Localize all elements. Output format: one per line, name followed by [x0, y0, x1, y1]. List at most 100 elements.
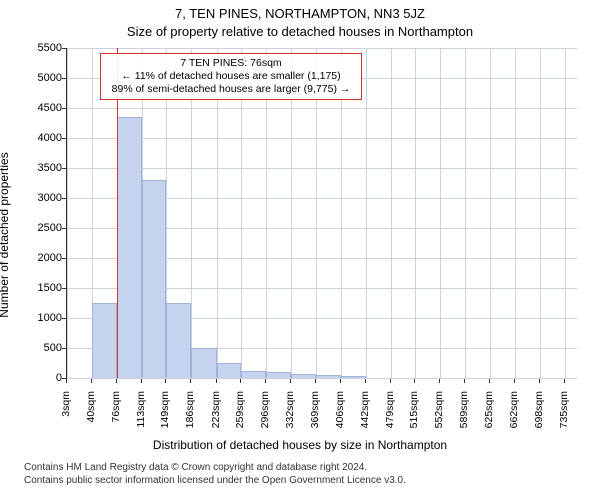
grid-line-v [540, 48, 541, 378]
histogram-bar [92, 303, 116, 378]
annotation-line1: 7 TEN PINES: 76sqm [107, 57, 355, 70]
y-tick-mark [62, 318, 66, 319]
x-tick-label: 113sqm [135, 391, 147, 441]
attribution-line1: Contains HM Land Registry data © Crown c… [24, 462, 406, 475]
x-tick-mark [116, 379, 117, 383]
grid-line-v [391, 48, 392, 378]
x-tick-mark [414, 379, 415, 383]
annotation-box: 7 TEN PINES: 76sqm ← 11% of detached hou… [100, 53, 362, 100]
x-tick-label: 40sqm [85, 391, 97, 441]
y-tick-mark [62, 108, 66, 109]
grid-line-v [440, 48, 441, 378]
grid-line-h [67, 48, 577, 49]
y-axis-label: Number of detached properties [0, 70, 11, 235]
histogram-bar [266, 372, 290, 378]
x-tick-mark [365, 379, 366, 383]
chart-container: 7, TEN PINES, NORTHAMPTON, NN3 5JZ Size … [0, 0, 600, 500]
chart-title-line1: 7, TEN PINES, NORTHAMPTON, NN3 5JZ [0, 6, 600, 21]
x-tick-label: 76sqm [110, 391, 122, 441]
y-tick-label: 3000 [12, 192, 62, 204]
y-tick-label: 0 [12, 372, 62, 384]
x-tick-label: 223sqm [210, 391, 222, 441]
x-tick-mark [265, 379, 266, 383]
grid-line-v [366, 48, 367, 378]
y-tick-label: 500 [12, 342, 62, 354]
grid-line-v [565, 48, 566, 378]
x-tick-mark [489, 379, 490, 383]
x-tick-label: 149sqm [159, 391, 171, 441]
histogram-bar [241, 371, 266, 379]
y-tick-label: 5000 [12, 72, 62, 84]
y-tick-mark [62, 198, 66, 199]
grid-line-v [415, 48, 416, 378]
x-tick-mark [564, 379, 565, 383]
x-tick-label: 479sqm [384, 391, 396, 441]
y-tick-mark [62, 138, 66, 139]
chart-title-line2: Size of property relative to detached ho… [0, 24, 600, 39]
x-tick-label: 369sqm [309, 391, 321, 441]
y-tick-mark [62, 258, 66, 259]
annotation-line3: 89% of semi-detached houses are larger (… [107, 83, 355, 96]
x-tick-label: 552sqm [433, 391, 445, 441]
x-tick-label: 296sqm [259, 391, 271, 441]
x-tick-mark [165, 379, 166, 383]
x-tick-mark [91, 379, 92, 383]
y-tick-label: 4000 [12, 132, 62, 144]
y-tick-label: 1000 [12, 312, 62, 324]
annotation-line2: ← 11% of detached houses are smaller (1,… [107, 70, 355, 83]
x-tick-label: 735sqm [558, 391, 570, 441]
grid-line-h [67, 108, 577, 109]
grid-line-v [67, 48, 68, 378]
x-tick-label: 186sqm [184, 391, 196, 441]
x-tick-mark [240, 379, 241, 383]
grid-line-h [67, 378, 577, 379]
histogram-bar [142, 180, 166, 378]
histogram-bar [291, 374, 316, 378]
x-tick-mark [514, 379, 515, 383]
y-tick-mark [62, 78, 66, 79]
y-tick-label: 3500 [12, 162, 62, 174]
x-tick-label: 589sqm [458, 391, 470, 441]
x-tick-mark [141, 379, 142, 383]
x-tick-mark [439, 379, 440, 383]
y-tick-mark [62, 48, 66, 49]
histogram-bar [341, 376, 365, 378]
y-tick-label: 4500 [12, 102, 62, 114]
histogram-bar [117, 117, 142, 378]
x-tick-mark [340, 379, 341, 383]
x-tick-mark [390, 379, 391, 383]
y-tick-label: 1500 [12, 282, 62, 294]
x-tick-label: 515sqm [408, 391, 420, 441]
grid-line-v [465, 48, 466, 378]
x-tick-mark [190, 379, 191, 383]
y-tick-label: 2000 [12, 252, 62, 264]
y-tick-mark [62, 348, 66, 349]
attribution-line2: Contains public sector information licen… [24, 475, 406, 488]
x-tick-mark [464, 379, 465, 383]
x-tick-label: 3sqm [60, 391, 72, 441]
x-tick-label: 625sqm [483, 391, 495, 441]
x-tick-mark [66, 379, 67, 383]
x-tick-mark [216, 379, 217, 383]
x-tick-mark [290, 379, 291, 383]
x-tick-label: 406sqm [334, 391, 346, 441]
grid-line-v [515, 48, 516, 378]
y-tick-mark [62, 288, 66, 289]
x-tick-mark [315, 379, 316, 383]
x-tick-label: 442sqm [359, 391, 371, 441]
y-tick-label: 5500 [12, 42, 62, 54]
attribution-text: Contains HM Land Registry data © Crown c… [24, 462, 406, 487]
histogram-bar [217, 363, 241, 378]
x-tick-mark [539, 379, 540, 383]
x-tick-label: 662sqm [508, 391, 520, 441]
grid-line-h [67, 168, 577, 169]
y-tick-mark [62, 228, 66, 229]
x-tick-label: 698sqm [533, 391, 545, 441]
histogram-bar [316, 375, 341, 378]
x-tick-label: 259sqm [234, 391, 246, 441]
x-tick-label: 332sqm [284, 391, 296, 441]
x-axis-label: Distribution of detached houses by size … [0, 438, 600, 452]
grid-line-v [490, 48, 491, 378]
histogram-bar [166, 303, 191, 378]
y-tick-mark [62, 168, 66, 169]
